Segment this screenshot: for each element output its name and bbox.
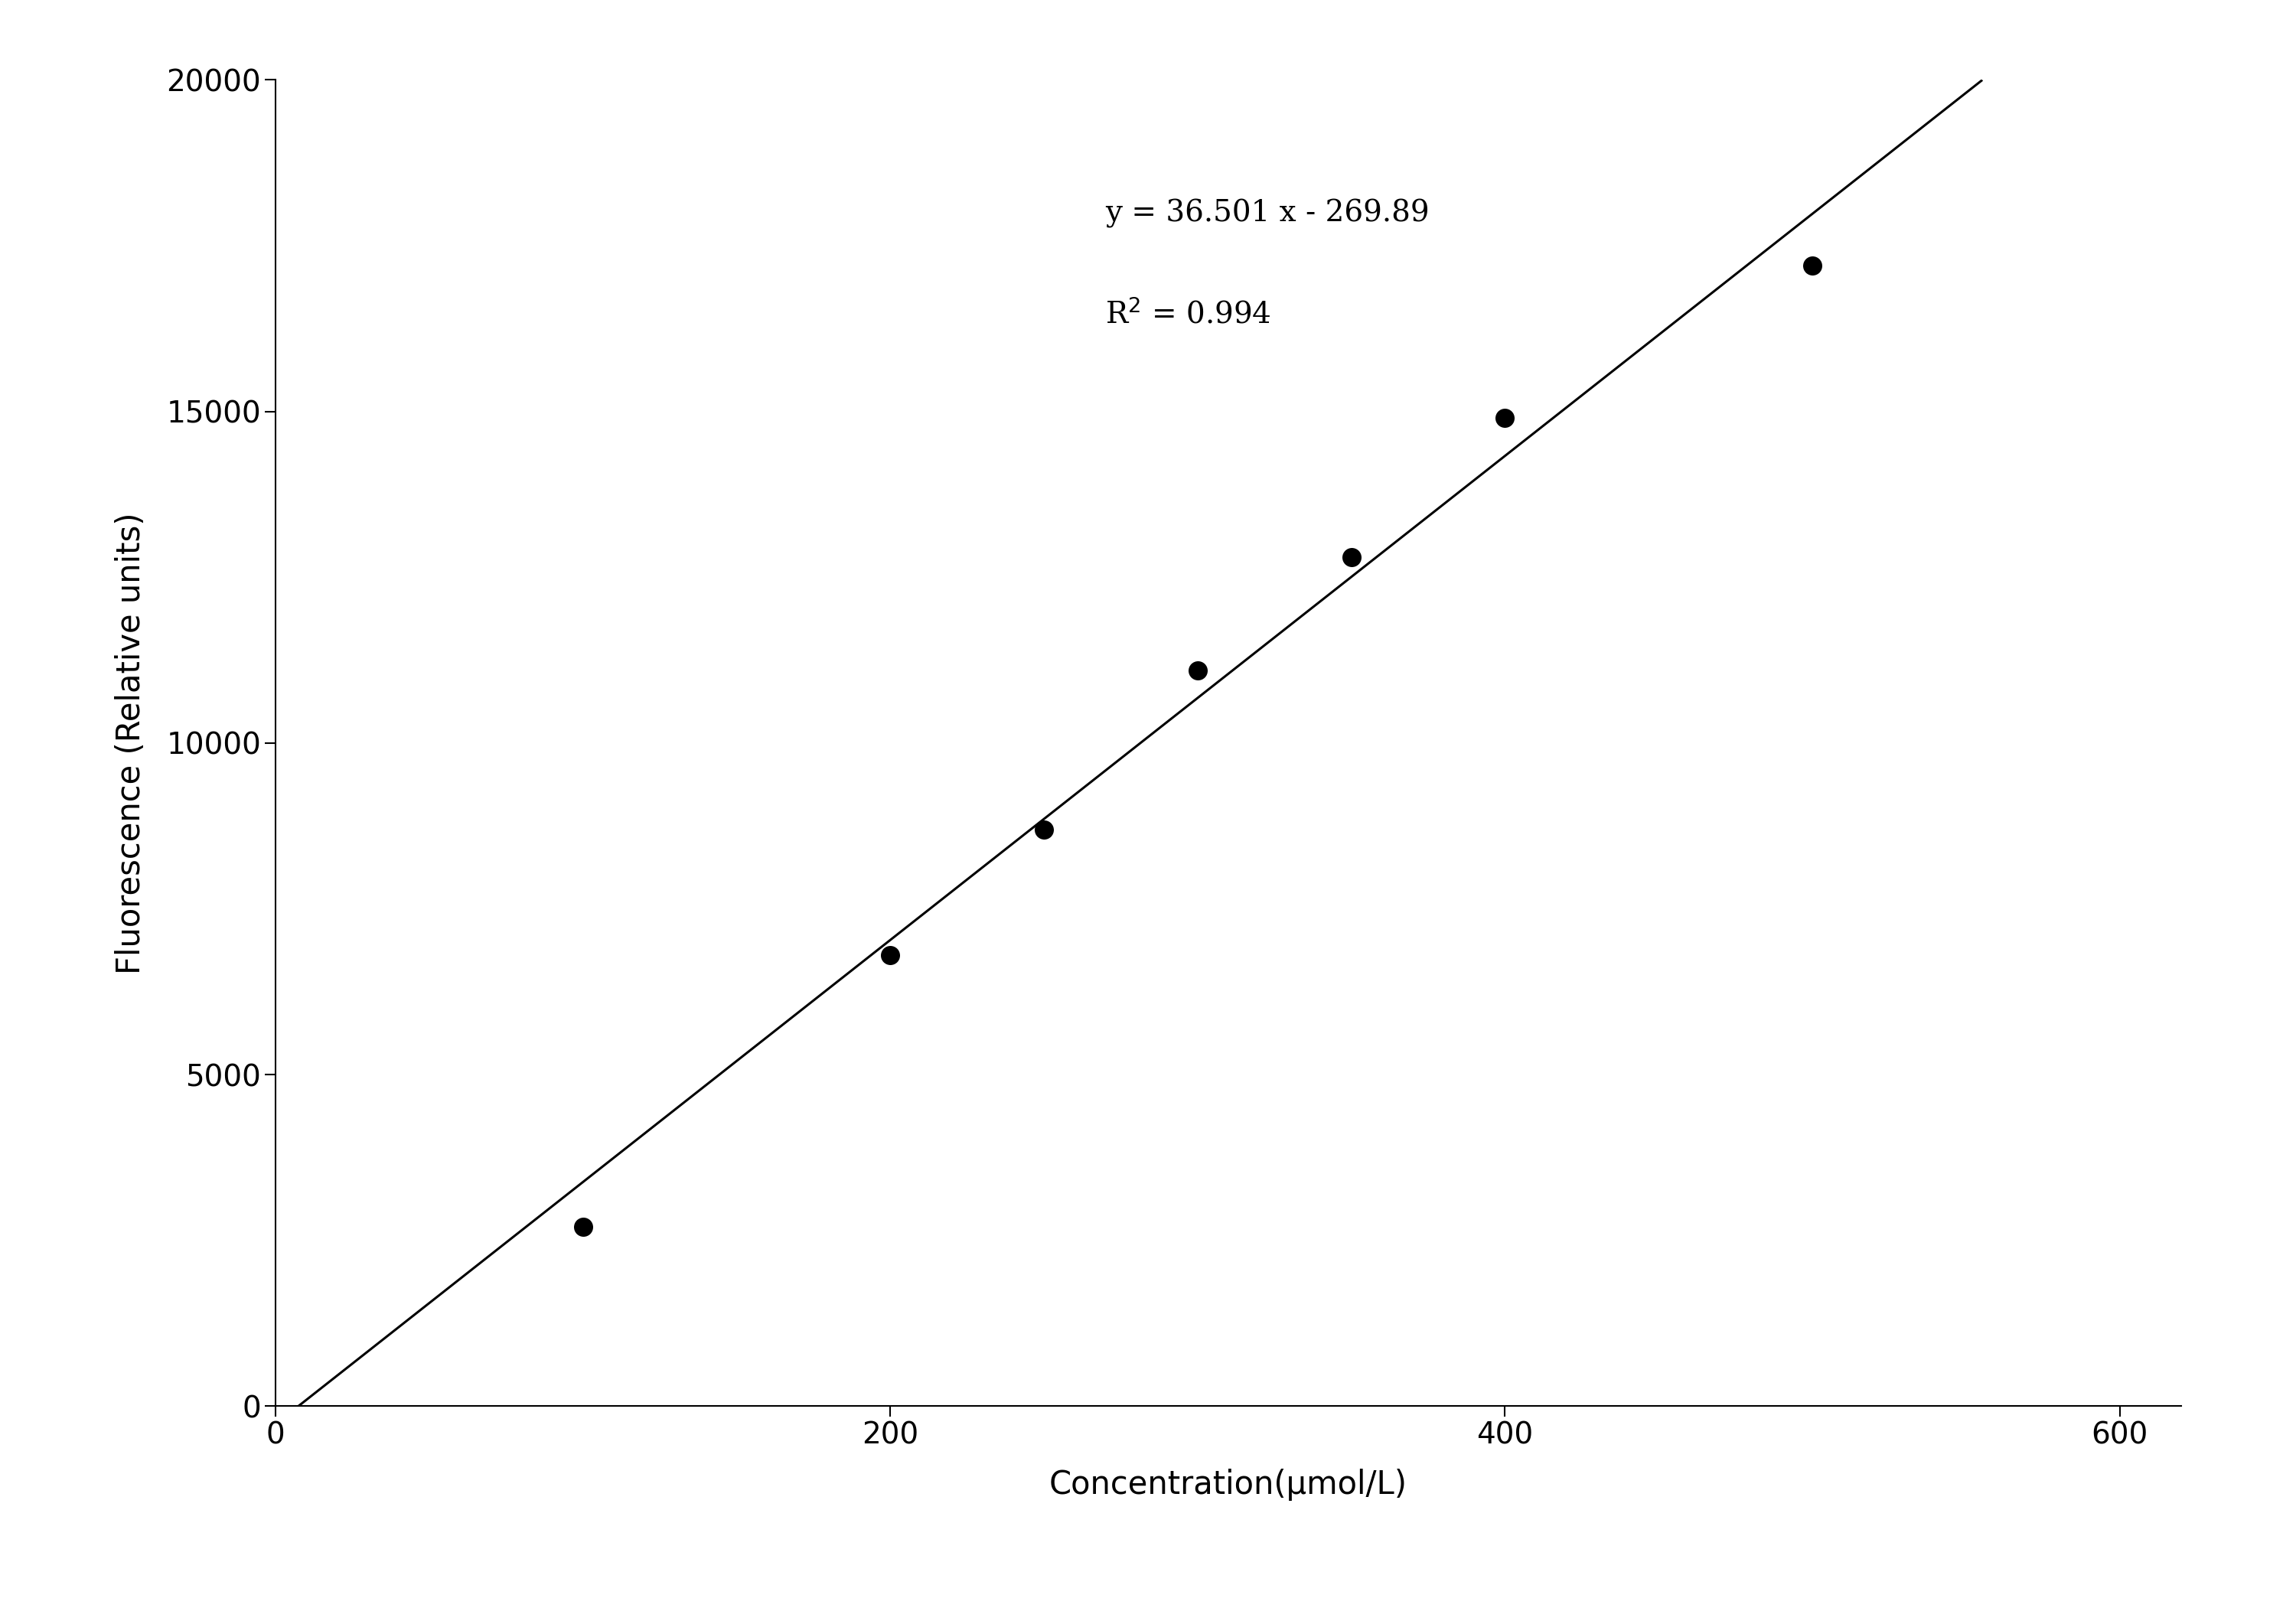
Point	[1026, 817, 1063, 842]
Point	[1486, 406, 1522, 431]
Point	[565, 1214, 602, 1240]
Point	[1334, 545, 1371, 570]
Text: R$^2$ = 0.994: R$^2$ = 0.994	[1104, 299, 1272, 329]
X-axis label: Concentration(μmol/L): Concentration(μmol/L)	[1049, 1469, 1407, 1501]
Text: y = 36.501 x - 269.89: y = 36.501 x - 269.89	[1104, 200, 1430, 229]
Point	[872, 943, 909, 968]
Point	[1793, 252, 1830, 278]
Y-axis label: Fluorescence (Relative units): Fluorescence (Relative units)	[115, 511, 147, 975]
Point	[1180, 657, 1217, 682]
